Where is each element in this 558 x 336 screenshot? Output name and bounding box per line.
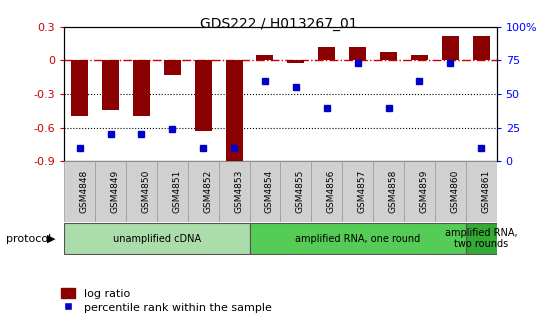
FancyBboxPatch shape bbox=[249, 161, 280, 222]
Bar bbox=[102, 60, 119, 110]
Text: amplified RNA,
two rounds: amplified RNA, two rounds bbox=[445, 228, 517, 249]
Bar bbox=[164, 60, 181, 75]
Bar bbox=[287, 60, 304, 63]
Text: GDS222 / H013267_01: GDS222 / H013267_01 bbox=[200, 17, 358, 31]
Text: GSM4850: GSM4850 bbox=[141, 170, 151, 213]
Bar bbox=[71, 60, 88, 117]
Text: GSM4860: GSM4860 bbox=[450, 170, 459, 213]
Bar bbox=[380, 51, 397, 60]
Bar bbox=[225, 60, 243, 164]
Text: GSM4855: GSM4855 bbox=[296, 170, 305, 213]
Text: protocol: protocol bbox=[6, 234, 51, 244]
FancyBboxPatch shape bbox=[466, 223, 497, 254]
FancyBboxPatch shape bbox=[64, 223, 249, 254]
Bar bbox=[473, 36, 490, 60]
FancyBboxPatch shape bbox=[219, 161, 249, 222]
FancyBboxPatch shape bbox=[404, 161, 435, 222]
Text: GSM4857: GSM4857 bbox=[358, 170, 367, 213]
Text: amplified RNA, one round: amplified RNA, one round bbox=[295, 234, 420, 244]
Bar bbox=[195, 60, 211, 131]
Text: ▶: ▶ bbox=[47, 234, 56, 244]
Bar bbox=[318, 47, 335, 60]
FancyBboxPatch shape bbox=[373, 161, 404, 222]
Text: GSM4853: GSM4853 bbox=[234, 170, 243, 213]
FancyBboxPatch shape bbox=[126, 161, 157, 222]
Text: GSM4859: GSM4859 bbox=[420, 170, 429, 213]
Legend: log ratio, percentile rank within the sample: log ratio, percentile rank within the sa… bbox=[61, 288, 271, 313]
Bar bbox=[411, 55, 428, 60]
Bar bbox=[133, 60, 150, 117]
FancyBboxPatch shape bbox=[157, 161, 187, 222]
Text: GSM4854: GSM4854 bbox=[265, 170, 274, 213]
FancyBboxPatch shape bbox=[249, 223, 466, 254]
Text: GSM4858: GSM4858 bbox=[388, 170, 397, 213]
FancyBboxPatch shape bbox=[466, 161, 497, 222]
FancyBboxPatch shape bbox=[280, 161, 311, 222]
Text: GSM4848: GSM4848 bbox=[80, 170, 89, 213]
FancyBboxPatch shape bbox=[64, 161, 95, 222]
Text: GSM4851: GSM4851 bbox=[172, 170, 181, 213]
Text: GSM4849: GSM4849 bbox=[110, 170, 119, 213]
FancyBboxPatch shape bbox=[435, 161, 466, 222]
FancyBboxPatch shape bbox=[311, 161, 342, 222]
Bar bbox=[349, 47, 366, 60]
FancyBboxPatch shape bbox=[95, 161, 126, 222]
Bar bbox=[257, 55, 273, 60]
Bar bbox=[442, 36, 459, 60]
Text: GSM4861: GSM4861 bbox=[481, 170, 490, 213]
Text: unamplified cDNA: unamplified cDNA bbox=[113, 234, 201, 244]
FancyBboxPatch shape bbox=[342, 161, 373, 222]
Text: GSM4856: GSM4856 bbox=[327, 170, 336, 213]
Text: GSM4852: GSM4852 bbox=[203, 170, 212, 213]
FancyBboxPatch shape bbox=[187, 161, 219, 222]
